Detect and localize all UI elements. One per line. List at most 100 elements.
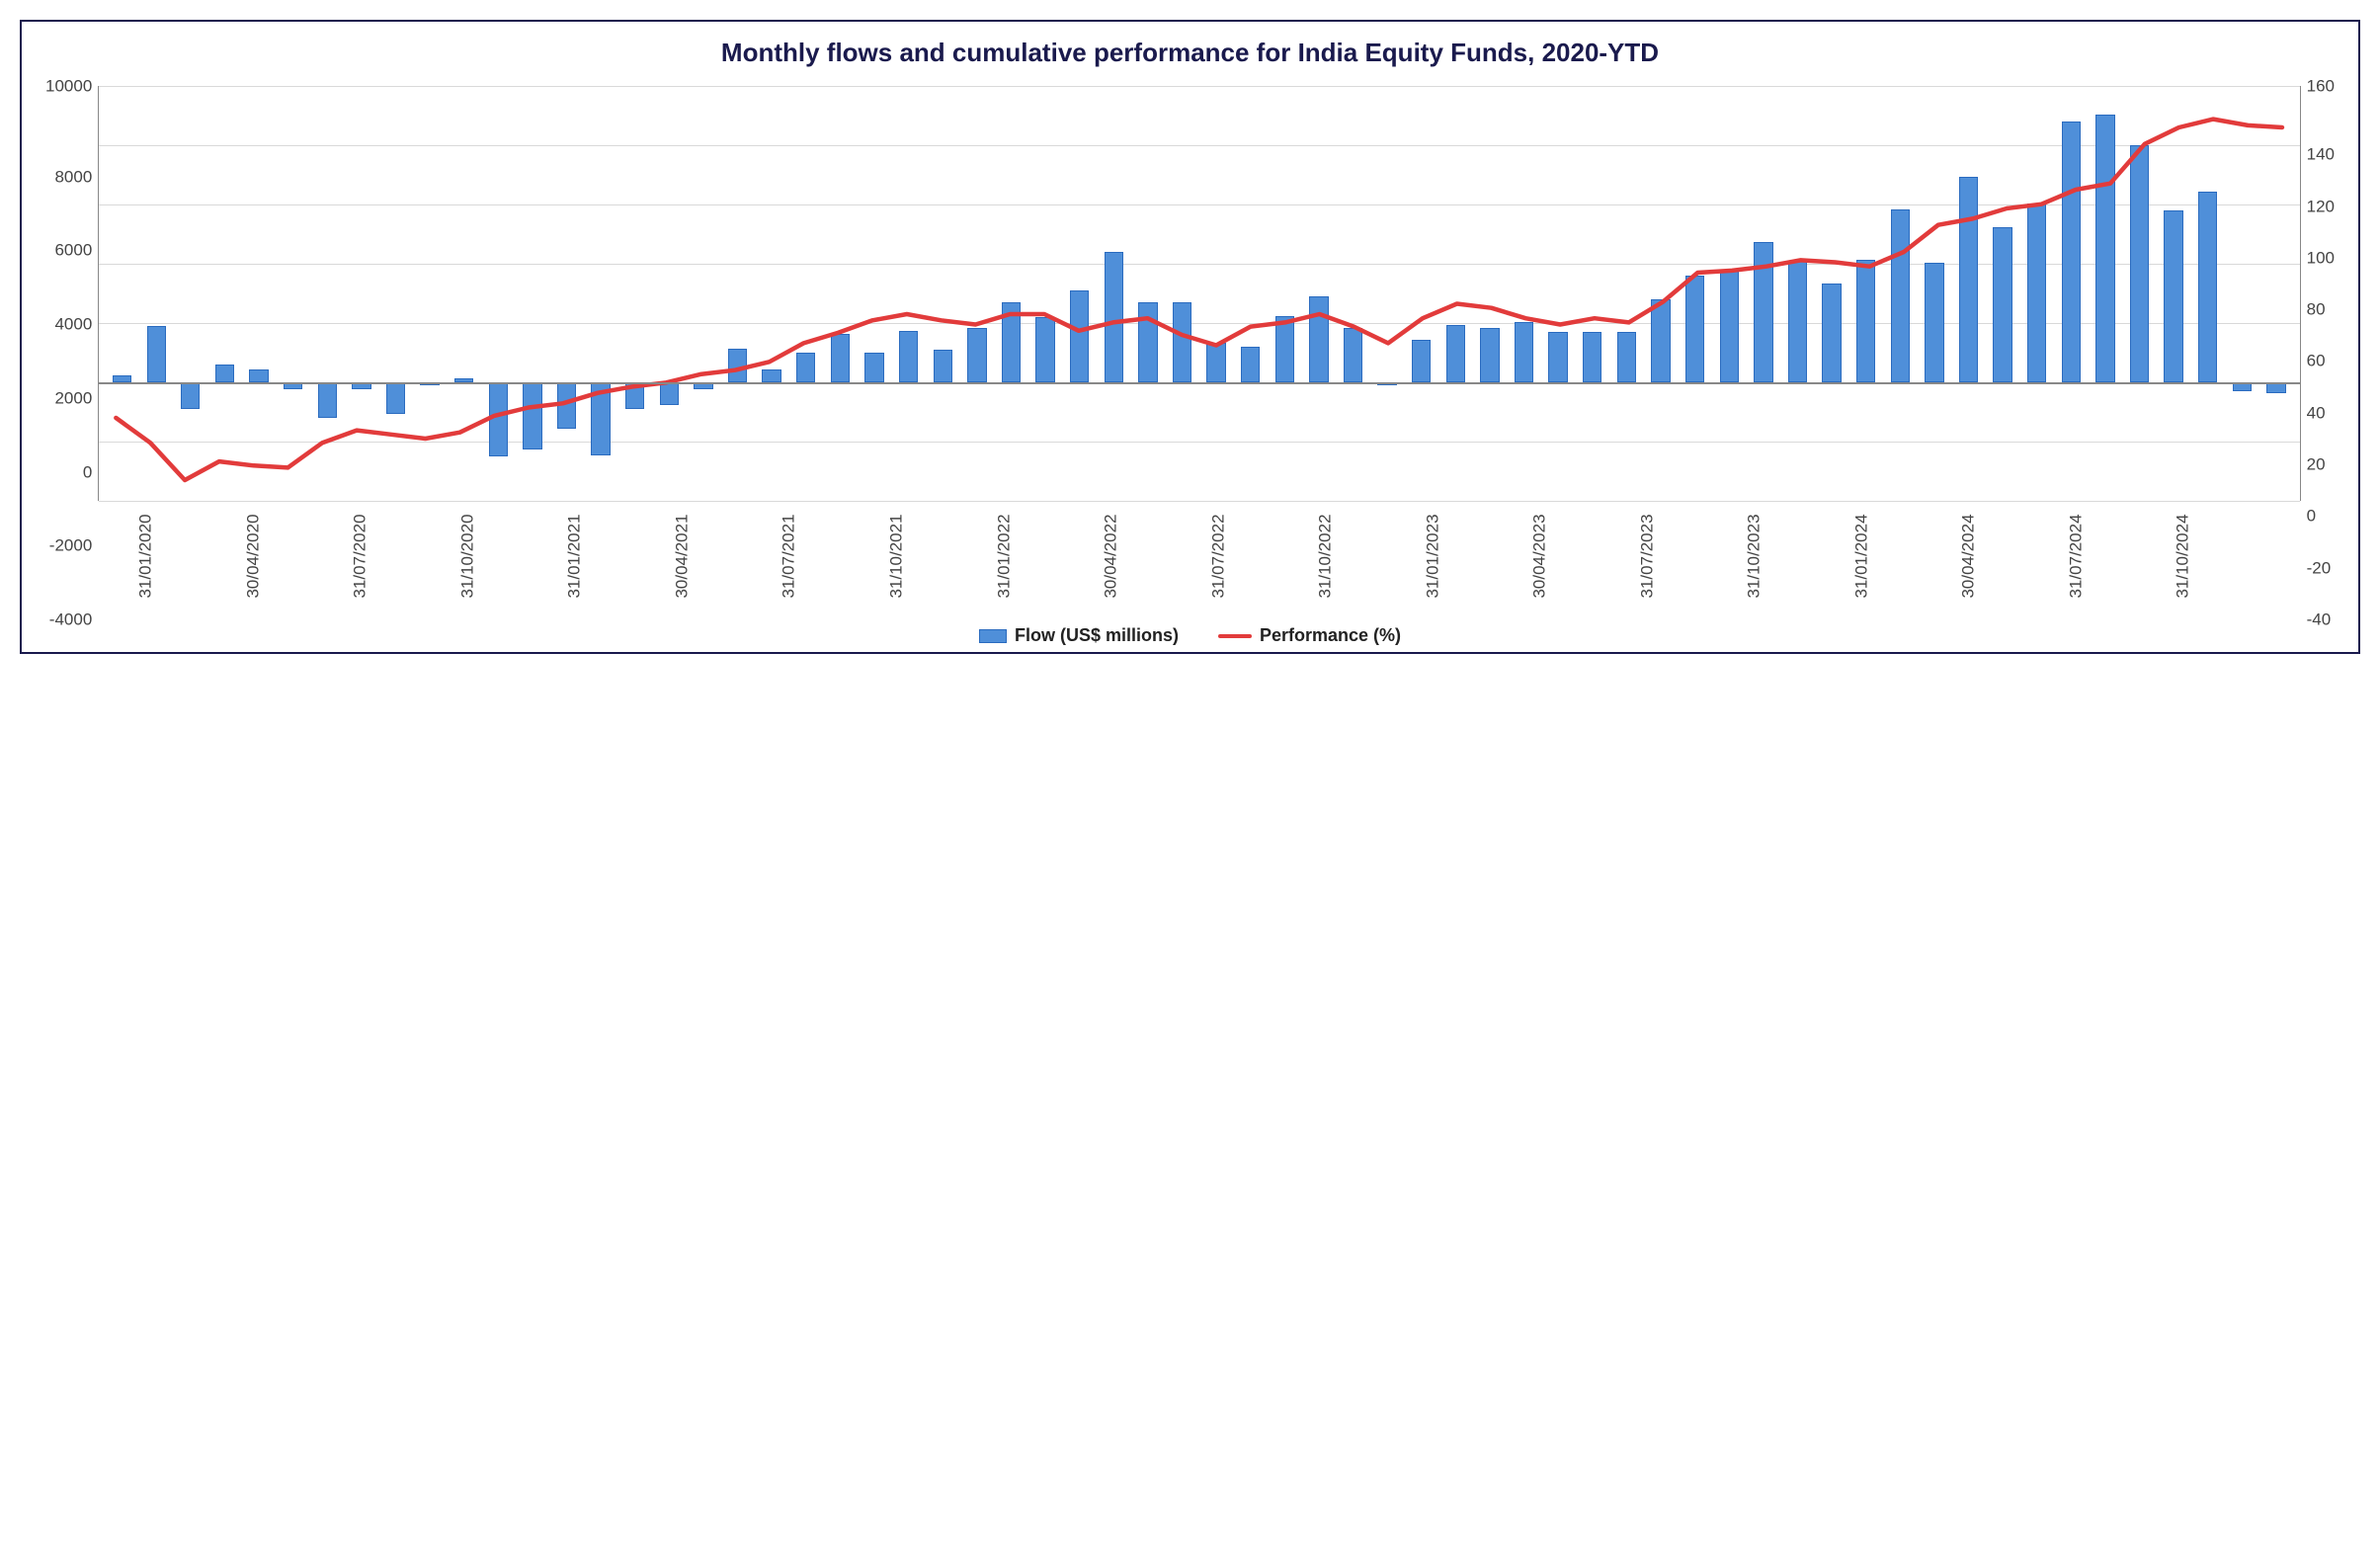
bar-slot	[1268, 86, 1302, 501]
bar-slot	[926, 86, 960, 501]
bar-slot	[891, 86, 926, 501]
flow-bar	[1035, 317, 1054, 382]
flow-bar	[1275, 316, 1294, 383]
flow-bar	[1617, 332, 1636, 382]
flow-bar	[147, 326, 166, 382]
y-right-tick: -40	[2307, 610, 2335, 627]
x-tick: 30/04/2022	[1069, 505, 1153, 619]
bar-slot	[1644, 86, 1679, 501]
bar-slot	[1747, 86, 1781, 501]
x-tick	[200, 505, 211, 619]
plot-area	[98, 86, 2300, 501]
bar-slot	[1097, 86, 1131, 501]
x-tick	[628, 505, 640, 619]
flow-bar	[1685, 276, 1704, 382]
x-tick	[522, 505, 533, 619]
flow-bar	[831, 334, 850, 383]
flow-bar	[1583, 332, 1601, 382]
x-tick	[2283, 505, 2295, 619]
bar-slot	[994, 86, 1028, 501]
x-tick: 30/04/2020	[211, 505, 295, 619]
x-tick: 31/10/2023	[1712, 505, 1796, 619]
bar-slot	[447, 86, 481, 501]
x-tick	[2260, 505, 2272, 619]
bar-slot	[1507, 86, 1541, 501]
y-right-tick: 100	[2307, 249, 2335, 266]
y-right-tick: 160	[2307, 78, 2335, 95]
flow-bar	[1173, 302, 1191, 382]
legend-performance-label: Performance (%)	[1260, 625, 1401, 646]
bar-slot	[207, 86, 242, 501]
bar-slot	[105, 86, 139, 501]
x-tick	[414, 505, 426, 619]
bar-slot	[1780, 86, 1815, 501]
bar-slot	[1131, 86, 1166, 501]
bar-slot	[174, 86, 208, 501]
bar-slot	[2259, 86, 2294, 501]
x-tick	[1272, 505, 1283, 619]
flow-bar	[1856, 260, 1875, 383]
x-tick	[1486, 505, 1498, 619]
legend-item-performance: Performance (%)	[1218, 625, 1401, 646]
x-tick	[617, 505, 629, 619]
x-tick	[1165, 505, 1177, 619]
x-tick: 31/10/2020	[426, 505, 510, 619]
bar-slot	[276, 86, 310, 501]
bar-slot	[1165, 86, 1199, 501]
x-tick	[188, 505, 200, 619]
bar-slot	[2190, 86, 2225, 501]
bar-slot	[1541, 86, 1576, 501]
bar-slot	[1199, 86, 1234, 501]
x-tick: 31/10/2022	[1283, 505, 1367, 619]
y-right-tick: 20	[2307, 456, 2335, 473]
zero-line	[99, 382, 2299, 384]
flow-bar	[1822, 284, 1841, 383]
x-tick	[2130, 505, 2142, 619]
legend-item-flow: Flow (US$ millions)	[979, 625, 1179, 646]
x-tick: 31/01/2021	[533, 505, 616, 619]
bar-slot	[1575, 86, 1609, 501]
bar-slot	[1233, 86, 1268, 501]
bar-slot	[1986, 86, 2020, 501]
y-right-tick: 40	[2307, 404, 2335, 421]
flow-bar	[899, 331, 918, 383]
y-right-tick: 60	[2307, 353, 2335, 369]
bar-slot	[310, 86, 345, 501]
bar-slot	[2122, 86, 2157, 501]
flow-bar	[1515, 322, 1533, 383]
flow-bar	[1651, 299, 1670, 382]
flow-bar	[1480, 328, 1499, 383]
y-axis-left: 1000080006000400020000-2000-4000	[40, 86, 98, 619]
flow-bar	[1891, 209, 1910, 383]
bar-slot	[1438, 86, 1473, 501]
flow-bar	[1788, 261, 1807, 382]
y-left-tick: 8000	[45, 168, 92, 185]
chart-container: Monthly flows and cumulative performance…	[20, 20, 2360, 654]
x-tick	[1057, 505, 1069, 619]
flow-bar	[967, 328, 986, 383]
bar-slot	[1712, 86, 1747, 501]
flow-bar	[523, 382, 541, 449]
bar-slot	[1678, 86, 1712, 501]
bar-slot	[687, 86, 721, 501]
bar-slot	[1028, 86, 1063, 501]
flow-bar	[1138, 302, 1157, 382]
bar-swatch-icon	[979, 629, 1007, 643]
bar-slot	[242, 86, 277, 501]
plot-wrap: 1000080006000400020000-2000-4000 31/01/2…	[40, 86, 2340, 619]
x-tick: 31/10/2024	[2141, 505, 2225, 619]
bar-slot	[1951, 86, 1986, 501]
bar-slot	[2054, 86, 2089, 501]
x-tick	[736, 505, 748, 619]
flow-bar	[660, 382, 679, 405]
flow-bar	[557, 382, 576, 429]
legend: Flow (US$ millions) Performance (%)	[40, 625, 2340, 646]
x-tick: 31/07/2023	[1605, 505, 1689, 619]
bar-slot	[345, 86, 379, 501]
x-tick: 31/10/2021	[855, 505, 939, 619]
x-tick	[2237, 505, 2249, 619]
x-tick	[1379, 505, 1391, 619]
bar-slot	[1404, 86, 1438, 501]
x-tick	[1689, 505, 1701, 619]
bar-slot	[1883, 86, 1918, 501]
